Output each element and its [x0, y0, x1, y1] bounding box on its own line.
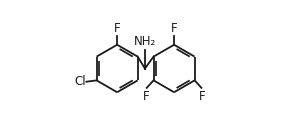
Text: Cl: Cl: [74, 75, 86, 88]
Text: F: F: [171, 22, 177, 35]
Text: F: F: [143, 90, 149, 103]
Text: NH₂: NH₂: [134, 35, 156, 48]
Text: F: F: [199, 90, 205, 103]
Text: F: F: [114, 22, 120, 35]
